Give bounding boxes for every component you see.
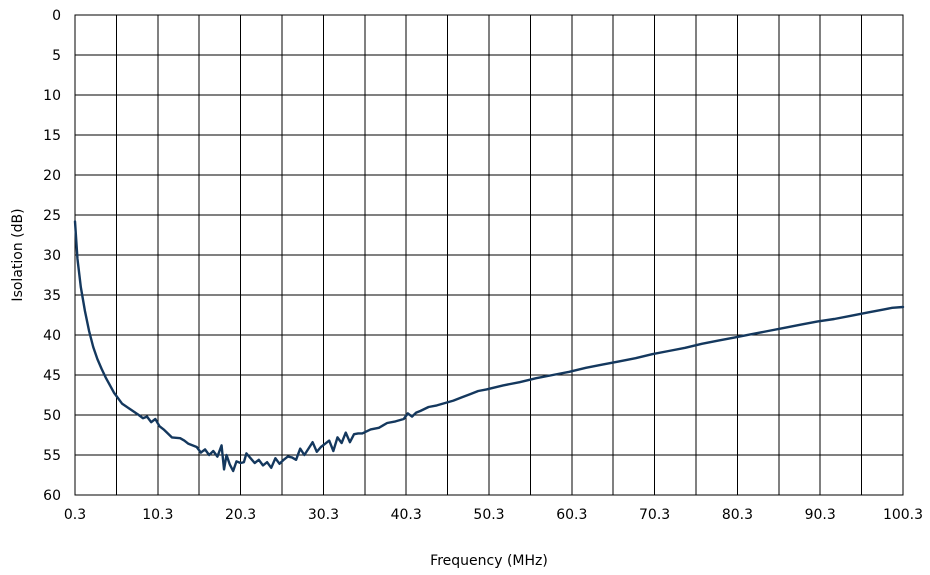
x-axis-title: Frequency (MHz) xyxy=(430,553,548,569)
x-tick-label: 90.3 xyxy=(805,507,836,523)
y-tick-label: 15 xyxy=(43,128,61,144)
x-tick-label: 10.3 xyxy=(142,507,173,523)
x-tick-label: 0.3 xyxy=(64,507,86,523)
y-tick-label: 30 xyxy=(43,248,61,264)
x-tick-label: 30.3 xyxy=(308,507,339,523)
y-tick-label: 25 xyxy=(43,208,61,224)
x-tick-label: 40.3 xyxy=(391,507,422,523)
y-tick-label: 50 xyxy=(43,408,61,424)
x-tick-label: 60.3 xyxy=(556,507,587,523)
y-tick-label: 55 xyxy=(43,448,61,464)
y-tick-label: 0 xyxy=(52,8,61,24)
series-line-isolation xyxy=(73,220,905,473)
x-tick-label: 50.3 xyxy=(473,507,504,523)
x-tick-label: 70.3 xyxy=(639,507,670,523)
y-tick-label: 10 xyxy=(43,88,61,104)
y-tick-label: 40 xyxy=(43,328,61,344)
y-tick-label: 60 xyxy=(43,488,61,504)
y-tick-label: 5 xyxy=(52,48,61,64)
grid xyxy=(74,14,904,496)
x-tick-label: 100.3 xyxy=(883,507,923,523)
y-tick-label: 45 xyxy=(43,368,61,384)
x-tick-label: 80.3 xyxy=(722,507,753,523)
x-axis-ticks: 0.3 10.3 20.3 30.3 40.3 50.3 60.3 70.3 80.3 90.3 1… xyxy=(64,507,923,523)
x-tick-label: 20.3 xyxy=(225,507,256,523)
y-tick-label: 35 xyxy=(43,288,61,304)
y-axis-ticks: 0 5 10 15 20 25 30 35 40 45 50 55 60 xyxy=(43,8,61,504)
plot-area-frame xyxy=(74,14,904,496)
y-tick-label: 20 xyxy=(43,168,61,184)
y-axis-title: Isolation (dB) xyxy=(10,208,26,301)
